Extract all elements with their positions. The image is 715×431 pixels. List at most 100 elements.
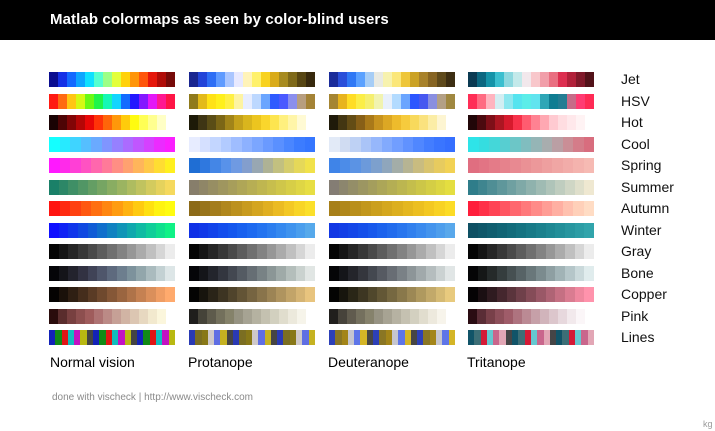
color-swatch <box>126 180 137 195</box>
color-swatch <box>468 287 478 302</box>
color-swatch <box>489 158 500 173</box>
colormap-strip-hsv-tritanope <box>468 94 594 109</box>
color-swatch <box>437 94 446 109</box>
color-swatch <box>435 223 446 238</box>
color-swatch <box>121 94 130 109</box>
colormap-strip-cool-protanope <box>189 137 315 152</box>
color-swatch <box>564 266 575 281</box>
color-swatch <box>423 158 434 173</box>
color-swatch <box>339 137 350 152</box>
color-swatch <box>304 201 315 216</box>
color-swatch <box>139 94 148 109</box>
color-swatch <box>126 287 137 302</box>
color-swatch <box>256 223 267 238</box>
colormap-label-gray: Gray <box>621 243 652 259</box>
color-swatch <box>126 223 137 238</box>
color-swatch <box>166 115 175 130</box>
color-swatch <box>91 201 102 216</box>
color-swatch <box>76 115 85 130</box>
color-swatch <box>567 115 576 130</box>
color-swatch <box>396 223 407 238</box>
color-swatch <box>80 330 87 345</box>
color-swatch <box>573 158 584 173</box>
color-swatch <box>295 180 306 195</box>
colormap-strip-jet-protanope <box>189 72 315 87</box>
colormap-strip-copper-tritanope <box>468 287 594 302</box>
color-swatch <box>59 158 70 173</box>
color-swatch <box>304 137 315 152</box>
color-swatch <box>419 309 428 324</box>
color-swatch <box>478 158 489 173</box>
header-bar: Matlab colormaps as seen by color-blind … <box>0 0 715 40</box>
colormap-strip-spring-protanope <box>189 158 315 173</box>
colormap-strip-winter-deuteranope <box>329 223 455 238</box>
color-swatch <box>468 72 477 87</box>
color-swatch <box>216 94 225 109</box>
color-swatch <box>283 158 294 173</box>
color-swatch <box>329 158 340 173</box>
color-swatch <box>338 223 349 238</box>
color-swatch <box>261 309 270 324</box>
colormap-strip-cool-tritanope <box>468 137 594 152</box>
color-swatch <box>145 180 156 195</box>
color-swatch <box>237 244 248 259</box>
color-swatch <box>576 94 585 109</box>
color-swatch <box>297 72 306 87</box>
color-swatch <box>338 309 347 324</box>
color-swatch <box>435 266 446 281</box>
color-swatch <box>107 223 117 238</box>
color-swatch <box>133 158 144 173</box>
color-swatch <box>573 201 584 216</box>
color-swatch <box>477 180 488 195</box>
color-swatch <box>516 244 527 259</box>
color-swatch <box>564 223 575 238</box>
color-swatch <box>288 94 297 109</box>
color-swatch <box>522 115 531 130</box>
color-swatch <box>208 287 219 302</box>
color-swatch <box>585 72 594 87</box>
colormap-label-summer: Summer <box>621 179 674 195</box>
color-swatch <box>112 94 121 109</box>
color-swatch <box>285 180 296 195</box>
color-swatch <box>67 72 76 87</box>
color-swatch <box>149 330 157 345</box>
color-swatch <box>487 287 498 302</box>
color-swatch <box>107 266 117 281</box>
color-swatch <box>130 72 139 87</box>
color-swatch <box>367 244 378 259</box>
color-swatch <box>295 244 306 259</box>
color-swatch <box>198 266 209 281</box>
color-swatch <box>210 158 221 173</box>
color-swatch <box>410 309 419 324</box>
colormap-strip-hsv-normal-vision <box>49 94 175 109</box>
color-swatch <box>164 201 175 216</box>
color-swatch <box>97 266 108 281</box>
color-swatch <box>489 137 500 152</box>
color-swatch <box>285 223 296 238</box>
color-swatch <box>545 180 556 195</box>
color-swatch <box>520 201 531 216</box>
color-swatch <box>139 115 148 130</box>
color-swatch <box>398 330 405 345</box>
color-swatch <box>556 330 563 345</box>
color-swatch <box>392 309 401 324</box>
color-swatch <box>247 287 257 302</box>
color-swatch <box>199 158 210 173</box>
color-swatch <box>329 201 340 216</box>
colormap-strip-hot-tritanope <box>468 115 594 130</box>
color-swatch <box>434 158 445 173</box>
color-swatch <box>549 94 558 109</box>
color-swatch <box>243 309 252 324</box>
color-swatch <box>487 266 498 281</box>
color-swatch <box>526 287 536 302</box>
color-swatch <box>446 115 455 130</box>
color-swatch <box>358 287 368 302</box>
color-swatch <box>157 72 166 87</box>
color-swatch <box>531 94 540 109</box>
color-swatch <box>164 137 175 152</box>
color-swatch <box>428 115 437 130</box>
color-swatch <box>305 180 315 195</box>
color-swatch <box>277 330 284 345</box>
color-swatch <box>112 158 123 173</box>
color-swatch <box>402 158 413 173</box>
